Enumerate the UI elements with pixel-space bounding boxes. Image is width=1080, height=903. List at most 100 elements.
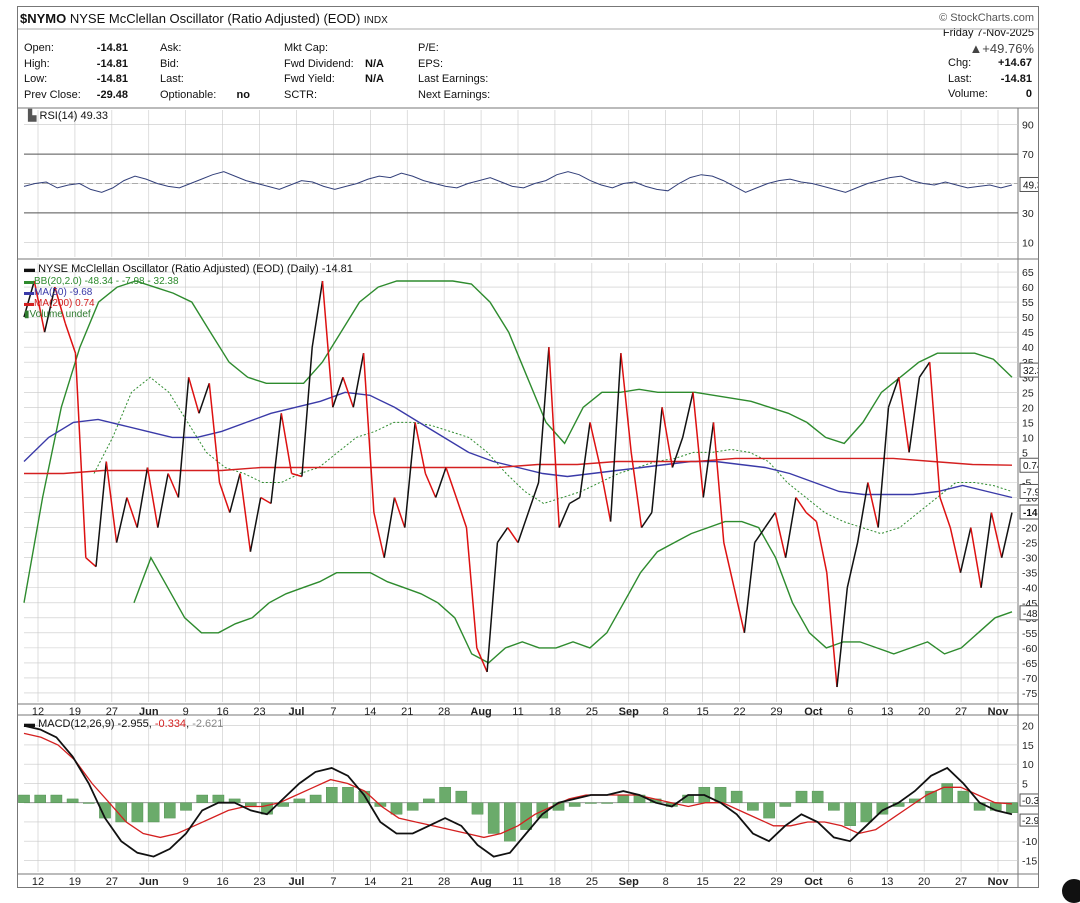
oscillator-segment bbox=[928, 362, 941, 498]
oscillator-segment bbox=[105, 461, 118, 543]
oscillator-segment bbox=[486, 542, 499, 672]
macd-histogram-bar bbox=[196, 794, 209, 803]
oscillator-segment bbox=[33, 280, 46, 333]
y-tick-label: 50 bbox=[1022, 312, 1034, 324]
quote-value: N/A bbox=[365, 73, 384, 85]
macd-histogram-bar bbox=[326, 787, 338, 803]
exchange: INDX bbox=[363, 15, 388, 26]
y-tick-label: -55 bbox=[1022, 628, 1037, 640]
quote-label: Ask: bbox=[160, 42, 182, 54]
macd-histogram-bar bbox=[471, 802, 484, 815]
oscillator-segment bbox=[640, 512, 653, 529]
quote-date: Friday 7-Nov-2025 bbox=[942, 27, 1034, 39]
quote-label: Volume: bbox=[948, 88, 988, 100]
x-tick-label: 6 bbox=[847, 706, 853, 718]
price-value-text: 32.38 bbox=[1023, 366, 1038, 377]
oscillator-segment bbox=[898, 377, 910, 453]
price-legend-bb: ▬BB(20,2.0) -48.34 - -7.98 - 32.38 bbox=[24, 276, 179, 287]
x-tick-label: Jul bbox=[289, 876, 305, 887]
x-tick-label: 14 bbox=[364, 706, 376, 718]
oscillator-segment bbox=[187, 377, 200, 414]
macd-histogram-bar bbox=[82, 802, 95, 804]
x-tick-label: 18 bbox=[549, 706, 561, 718]
copyright: © StockCharts.com bbox=[939, 12, 1034, 24]
quote-label: P/E: bbox=[418, 42, 439, 54]
oscillator-segment bbox=[795, 497, 807, 514]
macd-histogram-bar bbox=[212, 794, 225, 803]
x-tick-label: 11 bbox=[512, 706, 523, 718]
price-value-box bbox=[1019, 362, 1038, 378]
y-tick-label: 10 bbox=[1022, 759, 1034, 771]
oscillator-segment bbox=[157, 473, 169, 528]
x-tick-label: 23 bbox=[253, 706, 265, 718]
x-tick-label: 12 bbox=[32, 876, 44, 887]
oscillator-segment bbox=[455, 497, 468, 528]
oscillator-segment bbox=[702, 422, 715, 498]
price-value-text: -48.34 bbox=[1023, 609, 1038, 620]
macd-value-box bbox=[1019, 813, 1038, 827]
oscillator-segment bbox=[342, 377, 355, 408]
oscillator-segment bbox=[311, 280, 324, 348]
volume-icon: ▮ bbox=[24, 309, 30, 320]
bb-lower-line bbox=[133, 520, 1013, 664]
y-tick-label: -70 bbox=[1022, 673, 1037, 685]
rsi-legend-icon: ▙ bbox=[28, 110, 40, 122]
rsi-value-box bbox=[1019, 176, 1038, 192]
y-tick-label: 30 bbox=[1022, 372, 1034, 384]
x-tick-label: 22 bbox=[733, 706, 745, 718]
x-tick-label: 29 bbox=[770, 706, 782, 718]
bb-upper-line bbox=[23, 280, 1013, 603]
oscillator-segment bbox=[1000, 512, 1013, 558]
oscillator-segment bbox=[321, 280, 334, 408]
macd-value-tag: -2.955 bbox=[1019, 813, 1038, 827]
oscillator-segment bbox=[651, 407, 663, 513]
quote-label: Fwd Yield: bbox=[284, 73, 335, 85]
macd-histogram-bar bbox=[50, 794, 63, 803]
oscillator-segment bbox=[23, 280, 36, 318]
y-tick-label: 90 bbox=[1022, 120, 1034, 132]
x-tick-label: Sep bbox=[619, 876, 639, 887]
oscillator-segment bbox=[239, 473, 252, 552]
oscillator-segment bbox=[383, 497, 396, 558]
oscillator-segment bbox=[548, 347, 560, 528]
macd-histogram-bar bbox=[860, 802, 873, 823]
rsi-legend: ▙ RSI(14) 49.33 bbox=[28, 110, 108, 122]
rsi-line bbox=[23, 171, 1013, 193]
oscillator-segment bbox=[609, 353, 622, 522]
oscillator-segment bbox=[877, 407, 890, 528]
macd-histogram-bar bbox=[957, 790, 970, 803]
x-tick-label: 13 bbox=[881, 876, 893, 887]
change-percent: ▲+49.76% bbox=[969, 41, 1034, 56]
oscillator-segment bbox=[352, 353, 365, 408]
oscillator-segment bbox=[980, 512, 993, 588]
macd-value-text: -0.334 bbox=[1022, 796, 1038, 807]
quote-label: Optionable: bbox=[160, 88, 217, 101]
x-tick-label: Jul bbox=[289, 706, 305, 718]
y-tick-label: -10 bbox=[1022, 836, 1037, 848]
macd-histogram-bar bbox=[585, 802, 597, 804]
oscillator-segment bbox=[507, 527, 519, 544]
oscillator-segment bbox=[517, 512, 530, 543]
price-value-tag: -7.98 bbox=[1019, 483, 1038, 499]
y-tick-label: 70 bbox=[1022, 149, 1034, 161]
x-tick-label: 14 bbox=[364, 876, 376, 887]
oscillator-segment bbox=[260, 496, 272, 505]
oscillator-segment bbox=[465, 527, 478, 648]
oscillator-segment bbox=[692, 392, 705, 498]
x-tick-label: 7 bbox=[330, 706, 336, 718]
oscillator-segment bbox=[424, 473, 437, 498]
y-tick-label: -5 bbox=[1022, 478, 1031, 490]
price-value-tag: 0.74 bbox=[1019, 457, 1038, 473]
macd-line bbox=[23, 724, 1013, 858]
macd-histogram-bar bbox=[520, 802, 532, 830]
oscillator-segment bbox=[270, 413, 283, 504]
x-tick-label: 13 bbox=[881, 706, 893, 718]
oscillator-segment bbox=[496, 527, 509, 544]
x-tick-label: 25 bbox=[586, 876, 598, 887]
y-tick-label: 60 bbox=[1022, 282, 1034, 294]
oscillator-segment bbox=[774, 512, 787, 558]
oscillator-segment bbox=[681, 392, 694, 438]
y-tick-label: 20 bbox=[1022, 402, 1034, 414]
oscillator-segment bbox=[754, 527, 766, 544]
oscillator-segment bbox=[198, 383, 211, 414]
